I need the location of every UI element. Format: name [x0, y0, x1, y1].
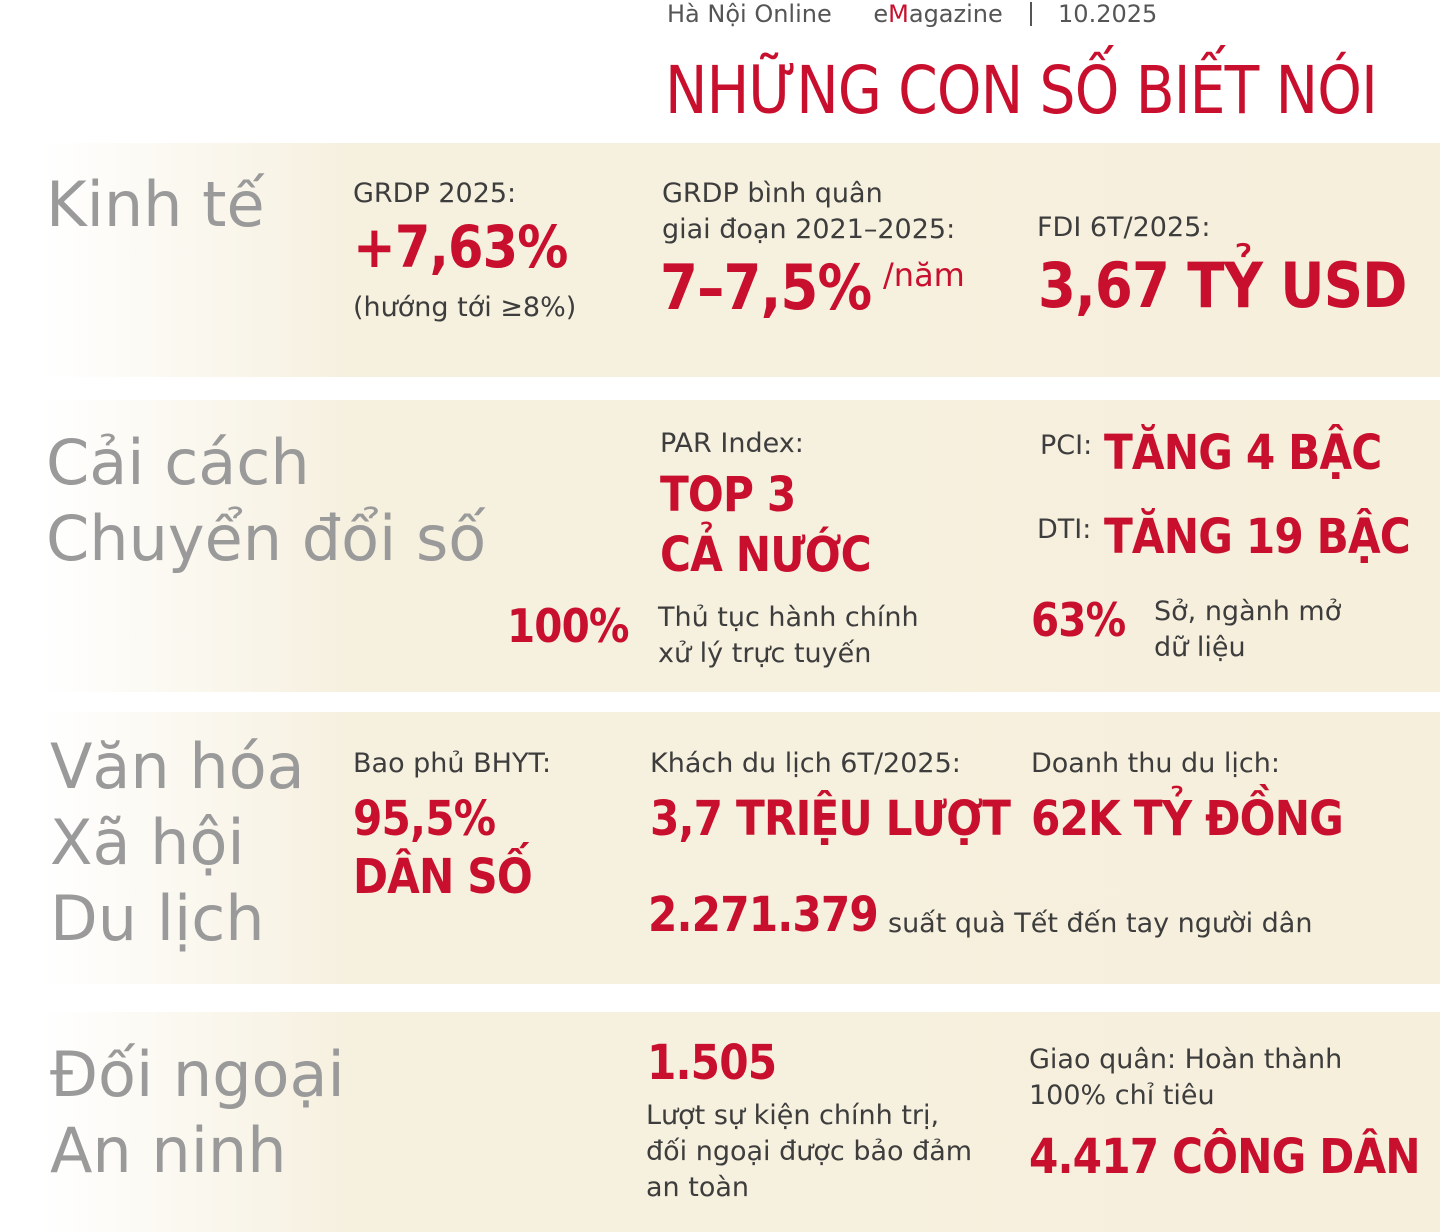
political-events-text-line1: Lượt sự kiện chính trị,	[646, 1100, 940, 1131]
online-procedures-text-line1: Thủ tục hành chính	[658, 602, 919, 633]
recruitment-label-line1: Giao quân: Hoàn thành	[1029, 1044, 1343, 1075]
pci-label: PCI:	[1040, 430, 1093, 461]
category-society-line1: Văn hóa	[50, 730, 305, 803]
dti-label: DTI:	[1037, 514, 1092, 545]
bhyt-value-line2: DÂN SỐ	[353, 849, 533, 905]
tourist-value: 3,7 TRIỆU LƯỢT	[650, 791, 1011, 847]
open-data-text-line1: Sở, ngành mở	[1154, 596, 1342, 627]
category-security-line2: An ninh	[50, 1114, 287, 1187]
political-events-text-line2: đối ngoại được bảo đảm	[646, 1136, 973, 1167]
reform-band	[40, 400, 1440, 692]
category-reform-line2: Chuyển đổi số	[46, 502, 487, 575]
online-procedures-value: 100%	[507, 599, 629, 653]
tourism-revenue-value: 62K TỶ ĐỒNG	[1031, 791, 1344, 847]
grdp-avg-value: 7–7,5%	[660, 251, 872, 324]
category-society-line2: Xã hội	[50, 806, 245, 879]
fdi-label: FDI 6T/2025:	[1037, 212, 1211, 243]
grdp-note: (hướng tới ≥8%)	[353, 292, 577, 323]
issue-date: 10.2025	[1058, 0, 1158, 28]
tourism-revenue-label: Doanh thu du lịch:	[1031, 748, 1280, 779]
grdp-label: GRDP 2025:	[353, 178, 517, 209]
recruitment-value: 4.417 CÔNG DÂN	[1029, 1129, 1421, 1185]
online-procedures-text-line2: xử lý trực tuyến	[658, 638, 872, 669]
tourist-label: Khách du lịch 6T/2025:	[650, 748, 961, 779]
category-reform-line1: Cải cách	[46, 426, 310, 499]
tet-gifts-value: 2.271.379	[648, 887, 879, 943]
society-band	[40, 712, 1440, 984]
grdp-avg-label-line1: GRDP bình quân	[662, 178, 883, 209]
category-society-line3: Du lịch	[50, 882, 265, 955]
bhyt-value-line1: 95,5%	[353, 791, 496, 847]
fdi-value: 3,67 TỶ USD	[1038, 249, 1407, 322]
par-value-line1: TOP 3	[660, 467, 796, 523]
security-band	[40, 1012, 1440, 1232]
grdp-avg-unit: /năm	[883, 256, 965, 294]
open-data-text-line2: dữ liệu	[1154, 632, 1246, 663]
par-label: PAR Index:	[660, 428, 804, 459]
publisher-name: Hà Nội Online	[667, 0, 832, 28]
masthead: Hà Nội Online eMagazine 10.2025	[667, 0, 1157, 28]
magazine-name: eMagazine	[873, 0, 1003, 28]
open-data-value: 63%	[1031, 593, 1126, 647]
political-events-text-line3: an toàn	[646, 1172, 750, 1203]
bhyt-label: Bao phủ BHYT:	[353, 748, 552, 779]
category-economy: Kinh tế	[46, 168, 265, 241]
economy-band	[40, 143, 1440, 377]
dti-value: TĂNG 19 BẬC	[1104, 509, 1411, 565]
header-divider	[1030, 2, 1033, 26]
page-title: NHỮNG CON SỐ BIẾT NÓI	[665, 52, 1378, 129]
pci-value: TĂNG 4 BẬC	[1104, 425, 1382, 481]
political-events-value: 1.505	[647, 1035, 777, 1091]
grdp-value: +7,63%	[353, 213, 568, 281]
tet-gifts-text: suất quà Tết đến tay người dân	[888, 908, 1313, 939]
grdp-avg-label-line2: giai đoạn 2021–2025:	[662, 214, 956, 245]
category-security-line1: Đối ngoại	[50, 1038, 345, 1111]
recruitment-label-line2: 100% chỉ tiêu	[1029, 1080, 1215, 1111]
par-value-line2: CẢ NƯỚC	[660, 527, 872, 583]
